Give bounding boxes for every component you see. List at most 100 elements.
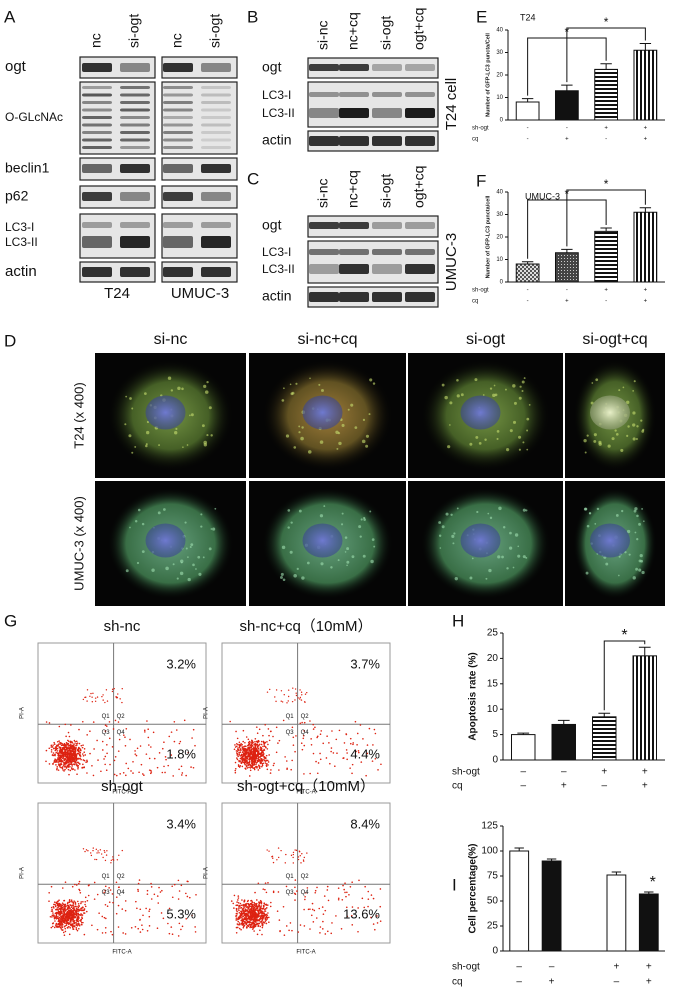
event-dot xyxy=(125,775,127,777)
condition-sign: + xyxy=(604,288,608,294)
row-label: LC3-II xyxy=(262,262,295,276)
event-dot xyxy=(101,916,103,918)
event-dot xyxy=(244,917,246,919)
event-dot xyxy=(303,745,305,747)
puncta xyxy=(633,437,636,440)
event-dot xyxy=(265,762,267,764)
event-dot xyxy=(235,768,237,770)
event-dot xyxy=(62,748,64,750)
event-dot xyxy=(256,726,258,728)
band xyxy=(120,124,150,127)
event-dot xyxy=(105,918,107,920)
event-dot xyxy=(56,902,58,904)
event-dot xyxy=(77,925,79,927)
event-dot xyxy=(57,901,59,903)
event-dot xyxy=(288,930,290,932)
event-dot xyxy=(304,925,306,927)
event-dot xyxy=(267,748,269,750)
event-dot xyxy=(137,747,139,749)
event-dot xyxy=(66,762,68,764)
event-dot xyxy=(253,922,255,924)
quadrant-label: Q3 xyxy=(286,890,295,896)
event-dot xyxy=(335,739,337,741)
event-dot xyxy=(55,764,57,766)
event-dot xyxy=(85,897,87,899)
event-dot xyxy=(56,909,58,911)
event-dot xyxy=(239,747,241,749)
event-dot xyxy=(262,752,264,754)
event-dot xyxy=(59,726,61,728)
event-dot xyxy=(320,926,322,928)
event-dot xyxy=(371,894,373,896)
event-dot xyxy=(246,765,248,767)
event-dot xyxy=(247,745,249,747)
event-dot xyxy=(68,922,70,924)
band xyxy=(201,222,231,228)
event-dot xyxy=(181,885,183,887)
puncta xyxy=(283,578,286,581)
event-dot xyxy=(187,896,189,898)
puncta xyxy=(503,526,505,528)
event-dot xyxy=(55,913,57,915)
band xyxy=(405,222,435,229)
significance-star: * xyxy=(621,627,627,644)
event-dot xyxy=(265,747,267,749)
event-dot xyxy=(72,916,74,918)
band xyxy=(405,64,435,71)
row-label: ogt xyxy=(262,59,282,75)
event-dot xyxy=(125,745,127,747)
event-dot xyxy=(116,881,118,883)
event-dot xyxy=(257,746,259,748)
event-dot xyxy=(68,764,70,766)
event-dot xyxy=(141,764,143,766)
puncta xyxy=(641,508,643,510)
event-dot xyxy=(242,761,244,763)
event-dot xyxy=(119,698,120,699)
event-dot xyxy=(64,925,66,927)
event-dot xyxy=(58,908,60,910)
event-dot xyxy=(140,931,142,933)
event-dot xyxy=(80,901,82,903)
puncta xyxy=(345,536,348,539)
event-dot xyxy=(264,757,266,759)
condition-sign: + xyxy=(601,767,607,778)
event-dot xyxy=(117,859,118,860)
event-dot xyxy=(100,849,101,850)
event-dot xyxy=(254,764,256,766)
event-dot xyxy=(295,735,297,737)
event-dot xyxy=(90,693,91,694)
event-dot xyxy=(380,920,382,922)
puncta xyxy=(297,568,299,570)
y-tick-label: 100 xyxy=(481,846,498,857)
event-dot xyxy=(52,912,54,914)
event-dot xyxy=(185,775,187,777)
event-dot xyxy=(65,736,67,738)
event-dot xyxy=(53,748,55,750)
event-dot xyxy=(269,689,270,690)
event-dot xyxy=(116,913,118,915)
puncta xyxy=(307,562,310,565)
event-dot xyxy=(299,722,301,724)
row-label: actin xyxy=(5,263,37,280)
column-header: si-nc xyxy=(154,331,188,348)
puncta xyxy=(525,557,527,559)
puncta xyxy=(348,409,350,411)
event-dot xyxy=(164,772,166,774)
event-dot xyxy=(98,912,100,914)
event-dot xyxy=(157,902,159,904)
puncta xyxy=(636,538,638,540)
event-dot xyxy=(240,745,242,747)
event-dot xyxy=(78,917,80,919)
event-dot xyxy=(249,754,251,756)
event-dot xyxy=(301,694,302,695)
event-dot xyxy=(238,749,240,751)
event-dot xyxy=(247,906,249,908)
event-dot xyxy=(125,933,127,935)
puncta xyxy=(190,546,192,548)
event-dot xyxy=(68,913,70,915)
event-dot xyxy=(193,729,195,731)
event-dot xyxy=(312,909,314,911)
band xyxy=(163,116,193,119)
event-dot xyxy=(77,767,79,769)
event-dot xyxy=(83,912,85,914)
